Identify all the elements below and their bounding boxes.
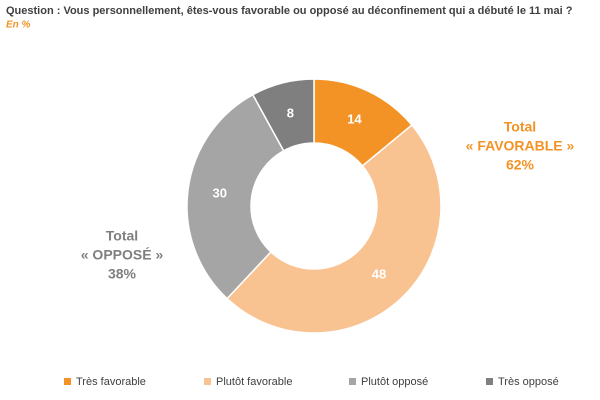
chart-subtitle: En % — [6, 20, 31, 31]
annotation: « OPPOSÉ » — [81, 247, 164, 263]
legend-label: Très opposé — [498, 376, 559, 388]
annotation: « FAVORABLE » — [466, 138, 575, 154]
donut-segment — [186, 93, 285, 300]
value-label: 48 — [372, 267, 386, 282]
legend-label: Plutôt opposé — [361, 376, 428, 388]
value-label: 30 — [213, 186, 227, 201]
legend-marker — [349, 378, 356, 385]
value-label: 8 — [287, 105, 294, 120]
legend-marker — [486, 378, 493, 385]
chart-title: Question : Vous personnellement, êtes-vo… — [6, 5, 573, 17]
donut-segment — [226, 123, 442, 334]
legend-marker — [64, 378, 71, 385]
donut-segment — [251, 78, 315, 152]
annotation: Total — [504, 119, 536, 135]
legend-marker — [204, 378, 211, 385]
value-label: 14 — [347, 111, 362, 126]
legend-label: Très favorable — [76, 376, 146, 388]
annotation: 38% — [108, 266, 137, 282]
annotation: 62% — [506, 157, 535, 173]
annotation: Total — [106, 228, 138, 244]
legend-label: Plutôt favorable — [216, 376, 292, 388]
